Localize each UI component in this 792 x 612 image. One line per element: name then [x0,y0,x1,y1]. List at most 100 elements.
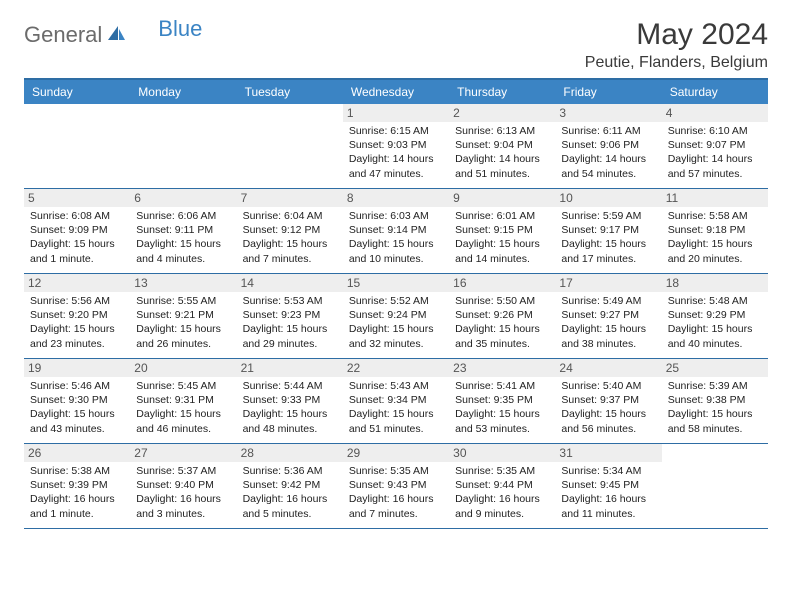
day-number: 12 [24,274,130,292]
day-cell: 1Sunrise: 6:15 AMSunset: 9:03 PMDaylight… [343,104,449,188]
day-number: 11 [662,189,768,207]
day-details: Sunrise: 6:15 AMSunset: 9:03 PMDaylight:… [349,124,443,181]
day-number: 14 [237,274,343,292]
day-number: 7 [237,189,343,207]
day-number: 30 [449,444,555,462]
day-cell: 24 Sunrise: 5:40 AMSunset: 9:37 PMDayligh… [555,359,661,443]
day-details: Sunrise: 6:11 AMSunset: 9:06 PMDaylight:… [561,124,655,181]
weekday-header: Wednesday [343,80,449,104]
day-details: Sunrise: 5:52 AMSunset: 9:24 PMDaylight:… [349,294,443,351]
day-details: Sunrise: 5:43 AMSunset: 9:34 PMDaylight:… [349,379,443,436]
day-cell: 8Sunrise: 6:03 AMSunset: 9:14 PMDaylight… [343,189,449,273]
location: Peutie, Flanders, Belgium [585,54,768,72]
week-row: 12Sunrise: 5:56 AMSunset: 9:20 PMDayligh… [24,274,768,359]
day-cell: 12Sunrise: 5:56 AMSunset: 9:20 PMDayligh… [24,274,130,358]
day-details: Sunrise: 6:13 AMSunset: 9:04 PMDaylight:… [455,124,549,181]
day-number: 9 [449,189,555,207]
day-details: Sunrise: 5:50 AMSunset: 9:26 PMDaylight:… [455,294,549,351]
weeks-container: ...1Sunrise: 6:15 AMSunset: 9:03 PMDayli… [24,104,768,529]
day-details: Sunrise: 5:41 AMSunset: 9:35 PMDaylight:… [455,379,549,436]
day-cell: 23 Sunrise: 5:41 AMSunset: 9:35 PMDayligh… [449,359,555,443]
day-number: 19 [24,359,130,377]
day-details: Sunrise: 5:35 AMSunset: 9:43 PMDaylight:… [349,464,443,521]
day-number: 25 [662,359,768,377]
weekday-header: Monday [130,80,236,104]
day-cell: 26 Sunrise: 5:38 AMSunset: 9:39 PMDayligh… [24,444,130,528]
logo: General Blue [24,18,202,48]
day-number: 16 [449,274,555,292]
day-number: 29 [343,444,449,462]
day-details: Sunrise: 5:46 AMSunset: 9:30 PMDaylight:… [30,379,124,436]
weekday-header: Friday [555,80,661,104]
day-details: Sunrise: 5:55 AMSunset: 9:21 PMDaylight:… [136,294,230,351]
day-cell: 28 Sunrise: 5:36 AMSunset: 9:42 PMDayligh… [237,444,343,528]
day-number: 24 [555,359,661,377]
day-number: 17 [555,274,661,292]
title-block: May 2024 Peutie, Flanders, Belgium [585,18,768,72]
day-cell: 22 Sunrise: 5:43 AMSunset: 9:34 PMDayligh… [343,359,449,443]
week-row: 5 Sunrise: 6:08 AMSunset: 9:09 PMDaylight… [24,189,768,274]
day-number: 5 [24,189,130,207]
day-cell: 20Sunrise: 5:45 AMSunset: 9:31 PMDayligh… [130,359,236,443]
day-details: Sunrise: 5:45 AMSunset: 9:31 PMDaylight:… [136,379,230,436]
day-number: 18 [662,274,768,292]
day-details: Sunrise: 5:34 AMSunset: 9:45 PMDaylight:… [561,464,655,521]
day-cell: 18 Sunrise: 5:48 AMSunset: 9:29 PMDayligh… [662,274,768,358]
day-number: 4 [662,104,768,122]
day-details: Sunrise: 6:08 AMSunset: 9:09 PMDaylight:… [30,209,124,266]
day-cell: 9Sunrise: 6:01 AMSunset: 9:15 PMDaylight… [449,189,555,273]
day-number: 15 [343,274,449,292]
logo-text-general: General [24,22,102,48]
day-cell: 3Sunrise: 6:11 AMSunset: 9:06 PMDaylight… [555,104,661,188]
calendar-page: General Blue May 2024 Peutie, Flanders, … [0,0,792,547]
day-cell: 30 Sunrise: 5:35 AMSunset: 9:44 PMDayligh… [449,444,555,528]
day-details: Sunrise: 5:44 AMSunset: 9:33 PMDaylight:… [243,379,337,436]
day-cell: 29 Sunrise: 5:35 AMSunset: 9:43 PMDayligh… [343,444,449,528]
day-details: Sunrise: 5:35 AMSunset: 9:44 PMDaylight:… [455,464,549,521]
weekday-header: Sunday [24,80,130,104]
day-details: Sunrise: 5:40 AMSunset: 9:37 PMDaylight:… [561,379,655,436]
day-cell: 15 Sunrise: 5:52 AMSunset: 9:24 PMDayligh… [343,274,449,358]
day-cell: . [130,104,236,188]
day-cell: 2 Sunrise: 6:13 AMSunset: 9:04 PMDaylight… [449,104,555,188]
weekday-header: Tuesday [237,80,343,104]
day-number: 28 [237,444,343,462]
logo-sail-icon [106,24,126,47]
day-cell: 31Sunrise: 5:34 AMSunset: 9:45 PMDayligh… [555,444,661,528]
day-number: 13 [130,274,236,292]
day-number: 22 [343,359,449,377]
day-number: 23 [449,359,555,377]
week-row: ...1Sunrise: 6:15 AMSunset: 9:03 PMDayli… [24,104,768,189]
day-cell: 19 Sunrise: 5:46 AMSunset: 9:30 PMDayligh… [24,359,130,443]
month-title: May 2024 [585,18,768,52]
day-cell: 7 Sunrise: 6:04 AMSunset: 9:12 PMDaylight… [237,189,343,273]
day-details: Sunrise: 5:38 AMSunset: 9:39 PMDaylight:… [30,464,124,521]
day-details: Sunrise: 5:36 AMSunset: 9:42 PMDaylight:… [243,464,337,521]
week-row: 19 Sunrise: 5:46 AMSunset: 9:30 PMDayligh… [24,359,768,444]
logo-text-blue: Blue [158,16,202,42]
day-details: Sunrise: 5:48 AMSunset: 9:29 PMDaylight:… [668,294,762,351]
day-details: Sunrise: 5:59 AMSunset: 9:17 PMDaylight:… [561,209,655,266]
day-cell: 4Sunrise: 6:10 AMSunset: 9:07 PMDaylight… [662,104,768,188]
day-number: 21 [237,359,343,377]
day-cell: . [662,444,768,528]
day-cell: 17 Sunrise: 5:49 AMSunset: 9:27 PMDayligh… [555,274,661,358]
day-cell: 21 Sunrise: 5:44 AMSunset: 9:33 PMDayligh… [237,359,343,443]
day-cell: 13 Sunrise: 5:55 AMSunset: 9:21 PMDayligh… [130,274,236,358]
day-number: 2 [449,104,555,122]
day-details: Sunrise: 6:06 AMSunset: 9:11 PMDaylight:… [136,209,230,266]
day-cell: 14Sunrise: 5:53 AMSunset: 9:23 PMDayligh… [237,274,343,358]
weekday-header: Thursday [449,80,555,104]
day-details: Sunrise: 5:58 AMSunset: 9:18 PMDaylight:… [668,209,762,266]
weekday-header: Saturday [662,80,768,104]
day-number: 26 [24,444,130,462]
day-details: Sunrise: 5:49 AMSunset: 9:27 PMDaylight:… [561,294,655,351]
header: General Blue May 2024 Peutie, Flanders, … [24,18,768,72]
day-details: Sunrise: 6:04 AMSunset: 9:12 PMDaylight:… [243,209,337,266]
weekday-header-row: SundayMondayTuesdayWednesdayThursdayFrid… [24,80,768,104]
day-cell: . [24,104,130,188]
day-number: 27 [130,444,236,462]
day-cell: 6Sunrise: 6:06 AMSunset: 9:11 PMDaylight… [130,189,236,273]
day-cell: . [237,104,343,188]
day-details: Sunrise: 5:39 AMSunset: 9:38 PMDaylight:… [668,379,762,436]
